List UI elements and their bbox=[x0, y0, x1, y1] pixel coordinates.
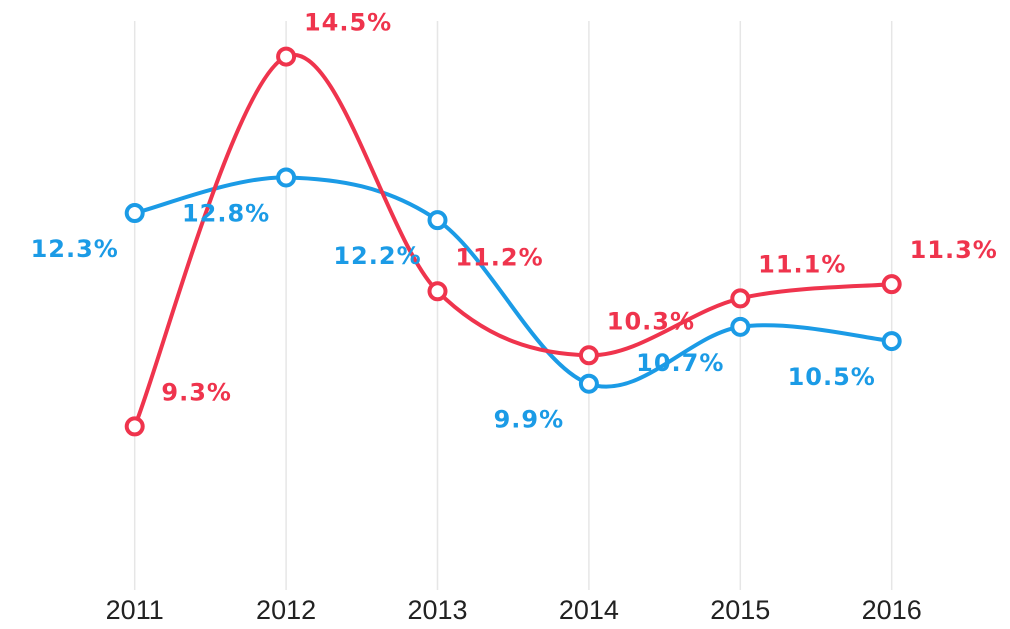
data-label: 11.2% bbox=[455, 243, 543, 271]
data-label: 10.3% bbox=[607, 307, 695, 335]
series-line bbox=[132, 52, 892, 428]
series-line bbox=[134, 175, 892, 389]
x-tick-label: 2015 bbox=[710, 595, 770, 625]
point-marker bbox=[730, 288, 751, 309]
point-marker bbox=[124, 416, 145, 437]
data-label: 9.9% bbox=[494, 406, 565, 434]
point-marker bbox=[881, 274, 902, 295]
data-label: 11.3% bbox=[910, 236, 998, 264]
x-tick-label: 2014 bbox=[559, 595, 619, 625]
x-tick-label: 2011 bbox=[106, 595, 164, 625]
x-tick-label: 2013 bbox=[407, 595, 467, 625]
point-marker bbox=[427, 210, 448, 231]
point-marker bbox=[276, 167, 297, 188]
data-label: 10.7% bbox=[636, 349, 724, 377]
point-marker bbox=[578, 373, 599, 394]
data-label: 12.2% bbox=[333, 242, 421, 270]
point-marker bbox=[427, 281, 448, 302]
point-marker bbox=[881, 331, 902, 352]
x-tick-label: 2012 bbox=[256, 595, 316, 625]
point-marker bbox=[730, 316, 751, 337]
data-label: 14.5% bbox=[304, 9, 392, 37]
x-tick-label: 2016 bbox=[862, 595, 922, 625]
data-label: 12.3% bbox=[31, 235, 119, 263]
point-marker bbox=[276, 46, 297, 67]
point-marker bbox=[124, 203, 145, 224]
data-label: 11.1% bbox=[758, 250, 846, 278]
data-label: 12.8% bbox=[182, 199, 270, 227]
data-label: 9.3% bbox=[161, 378, 232, 406]
point-marker bbox=[578, 345, 599, 366]
data-label: 10.5% bbox=[788, 363, 876, 391]
